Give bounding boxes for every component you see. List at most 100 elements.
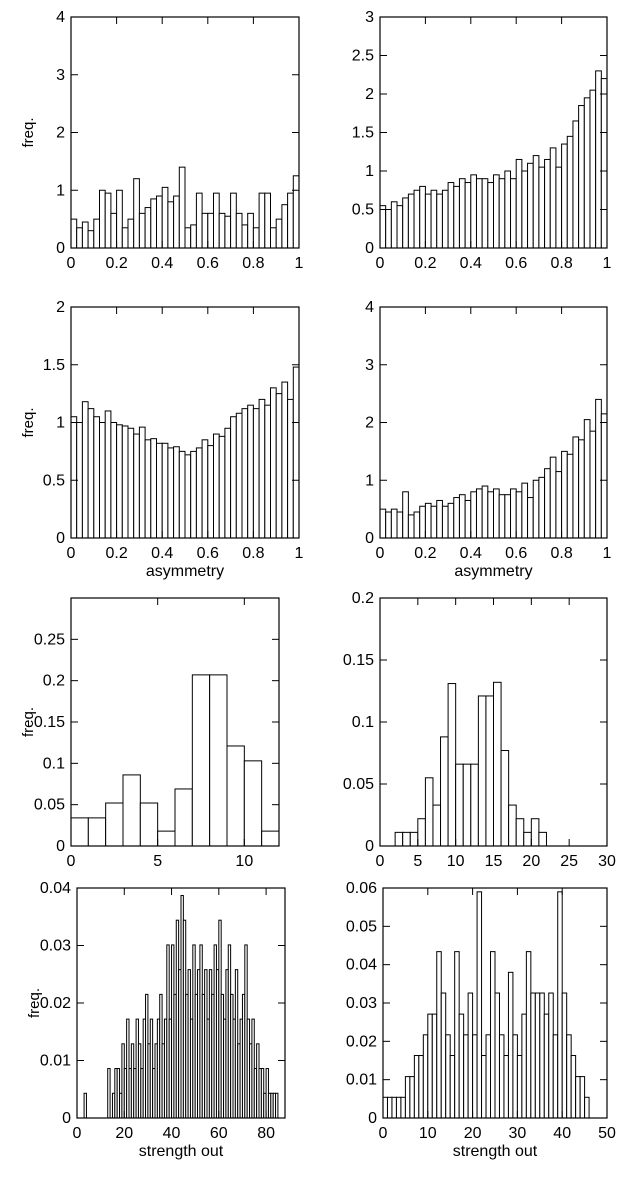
x-axis-label: strength out (453, 1143, 538, 1160)
y-tick-label: 3 (365, 9, 374, 26)
x-axis-label: asymmetry (146, 563, 224, 580)
histogram-bar (445, 1034, 451, 1119)
histogram-bar (390, 508, 398, 539)
y-tick-label: 0.05 (346, 918, 377, 935)
histogram-bar (561, 450, 568, 539)
histogram-bar (195, 192, 203, 249)
y-tick-label: 0 (56, 838, 65, 855)
bar-group (394, 681, 547, 847)
histogram-bar (538, 476, 546, 539)
histogram-bar (413, 511, 421, 539)
x-tick-label: 0.2 (105, 255, 127, 272)
x-tick-label: 0.2 (414, 255, 436, 272)
y-axis-label: freq. (20, 407, 37, 437)
y-tick-label: 0.02 (40, 995, 71, 1012)
histogram-bar (402, 831, 411, 847)
y-tick-label: 0.2 (43, 673, 65, 690)
histogram-bar (589, 89, 597, 249)
y-tick-label: 0.5 (43, 472, 65, 489)
histogram-bar (600, 78, 608, 249)
x-tick-label: 0 (67, 255, 76, 272)
histogram-bar (407, 514, 415, 539)
histogram-bar (447, 182, 455, 249)
histogram-bar (530, 818, 540, 847)
x-tick-label: 0 (67, 545, 76, 562)
y-tick-label: 2 (365, 415, 374, 432)
chart-panel-asym-4: 0 0.2 0.4 0.6 0.8 1 0 1 2 3 4 asymmetry (365, 299, 611, 580)
histogram-bar (83, 1092, 87, 1119)
histogram-bar (510, 488, 517, 539)
histogram-bar (534, 992, 541, 1119)
histogram-bar (270, 387, 277, 539)
y-tick-label: 0.04 (40, 880, 71, 897)
x-tick-label: 30 (598, 853, 616, 870)
histogram-bar (464, 499, 472, 539)
y-tick-label: 0.02 (346, 1033, 377, 1050)
histogram-bar (224, 215, 232, 249)
y-axis-label: freq. (26, 988, 43, 1018)
x-axis-label: asymmetry (454, 563, 532, 580)
histogram-bar (70, 817, 89, 847)
histogram-bar (190, 224, 197, 249)
histogram-bar (532, 479, 540, 539)
histogram-bar (493, 681, 502, 847)
histogram-bar (481, 1055, 487, 1119)
histogram-bar (475, 488, 483, 539)
histogram-bar (184, 454, 192, 539)
histogram-bar (418, 1055, 424, 1119)
histogram-bar (458, 1013, 465, 1119)
histogram-bar (467, 992, 474, 1119)
histogram-bar (462, 763, 472, 847)
histogram-bar (292, 175, 300, 249)
x-tick-label: 1 (295, 255, 304, 272)
x-tick-label: 60 (210, 1125, 228, 1142)
histogram-bar (449, 1055, 456, 1119)
histogram-bar (133, 433, 140, 539)
histogram-bar (555, 166, 563, 249)
y-tick-label: 0 (368, 1110, 377, 1127)
y-tick-label: 0 (365, 530, 374, 547)
histogram-bar (436, 193, 443, 249)
histogram-bar (589, 430, 597, 539)
x-tick-label: 1 (603, 255, 612, 272)
histogram-bar (458, 178, 466, 249)
histogram-bar (538, 831, 547, 847)
histogram-bar (70, 416, 78, 539)
histogram-bar (93, 218, 101, 249)
x-tick-label: 40 (553, 1125, 571, 1142)
y-tick-label: 0 (365, 240, 374, 257)
histogram-bar (247, 404, 254, 539)
histogram-bar (93, 416, 101, 539)
y-tick-label: 0.1 (352, 714, 374, 731)
y-tick-label: 1 (56, 182, 65, 199)
x-tick-label: 1 (603, 545, 612, 562)
x-tick-label: 0.6 (197, 545, 219, 562)
histogram-bar (382, 1096, 388, 1119)
histogram-bar (498, 1034, 505, 1119)
bar-group (379, 398, 608, 539)
histogram-bar (395, 1096, 402, 1119)
histogram-bar (458, 494, 466, 539)
histogram-bar (548, 992, 554, 1119)
x-tick-label: 5 (413, 853, 422, 870)
y-tick-label: 2 (56, 125, 65, 142)
chart-panel-asym-2: 0 0.2 0.4 0.6 0.8 1 0 0.5 1 1.5 2 2.5 3 (352, 9, 612, 272)
y-tick-label: 0 (365, 838, 374, 855)
histogram-bar (402, 197, 409, 249)
y-tick-label: 1 (365, 163, 374, 180)
histogram-bar (432, 804, 442, 847)
histogram-bar (116, 189, 123, 249)
histogram-bar (404, 1076, 411, 1119)
histogram-bar (572, 436, 580, 539)
y-tick-label: 0.03 (346, 995, 377, 1012)
histogram-bar (475, 178, 483, 249)
x-tick-label: 0.4 (151, 545, 173, 562)
histogram-bar (424, 502, 432, 539)
histogram-bar (515, 491, 523, 539)
y-tick-label: 0.03 (40, 938, 71, 955)
chart-panel-strength-3: 0 20 40 60 80 0 0.01 0.02 0.03 0.04 strength out fr… (26, 880, 286, 1160)
histogram-bar (413, 1055, 420, 1119)
chart-panel-strength-4: 0 10 20 30 40 50 0 0.01 0.02 0.03 0.04 0.05 0.06 stre… (346, 880, 616, 1160)
y-tick-label: 0.15 (343, 652, 374, 669)
histogram-bar (400, 1096, 406, 1119)
